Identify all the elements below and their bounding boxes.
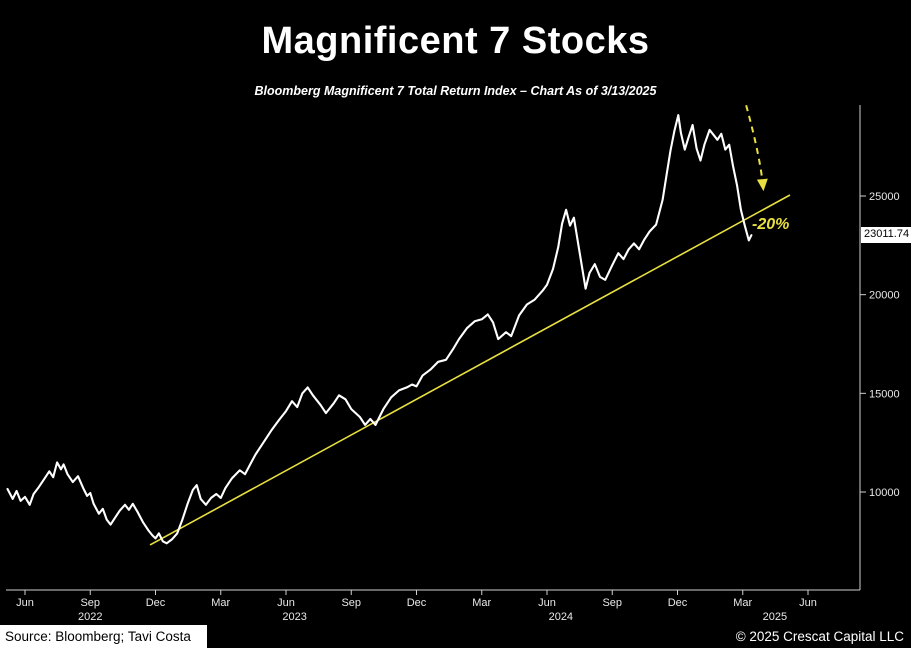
x-tick-label: Dec <box>407 597 427 609</box>
x-tick-label: Jun <box>538 597 556 609</box>
y-tick-label: 10000 <box>869 487 900 499</box>
x-tick-label: Jun <box>799 597 817 609</box>
chart-subtitle: Bloomberg Magnificent 7 Total Return Ind… <box>254 84 657 98</box>
footer-bar: Source: Bloomberg; Tavi Costa © 2025 Cre… <box>0 625 911 648</box>
last-price-label: 23011.74 <box>861 227 911 243</box>
x-tick-label: Mar <box>733 597 752 609</box>
y-tick-label: 25000 <box>869 191 900 203</box>
drawdown-arrow <box>745 104 765 188</box>
year-label: 2023 <box>282 611 306 623</box>
year-label: 2025 <box>763 611 787 623</box>
chart-title: Magnificent 7 Stocks <box>261 20 650 62</box>
y-tick-label: 20000 <box>869 290 900 302</box>
y-tick-label: 15000 <box>869 388 900 400</box>
x-tick-label: Sep <box>80 597 100 609</box>
x-tick-label: Dec <box>668 597 688 609</box>
year-label: 2022 <box>78 611 102 623</box>
x-tick-label: Dec <box>146 597 166 609</box>
copyright: © 2025 Crescat Capital LLC <box>735 629 904 644</box>
drawdown-annotation: -20% <box>752 216 790 233</box>
x-tick-label: Sep <box>602 597 622 609</box>
drawdown-arrowhead <box>756 178 768 192</box>
x-tick-label: Sep <box>341 597 361 609</box>
year-label: 2024 <box>549 611 573 623</box>
trendline <box>149 194 791 546</box>
source-credit: Source: Bloomberg; Tavi Costa <box>0 625 207 648</box>
x-tick-label: Jun <box>16 597 34 609</box>
x-tick-label: Mar <box>472 597 491 609</box>
price-line <box>6 114 753 545</box>
x-tick-label: Jun <box>277 597 295 609</box>
x-tick-label: Mar <box>211 597 230 609</box>
